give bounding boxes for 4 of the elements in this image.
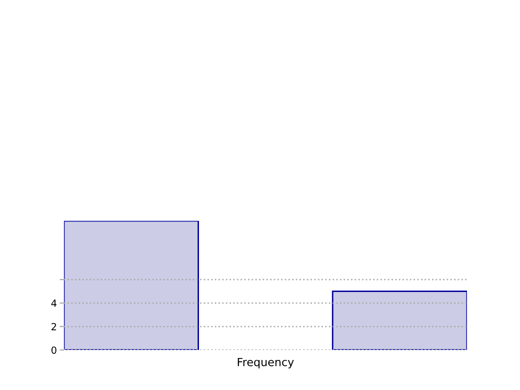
y-tick-label: 2 [52, 322, 56, 330]
y-tick-label: 4 [51, 300, 56, 307]
y-tick-label: 0 [51, 346, 56, 354]
x-axis-title: Frequency [238, 358, 294, 368]
